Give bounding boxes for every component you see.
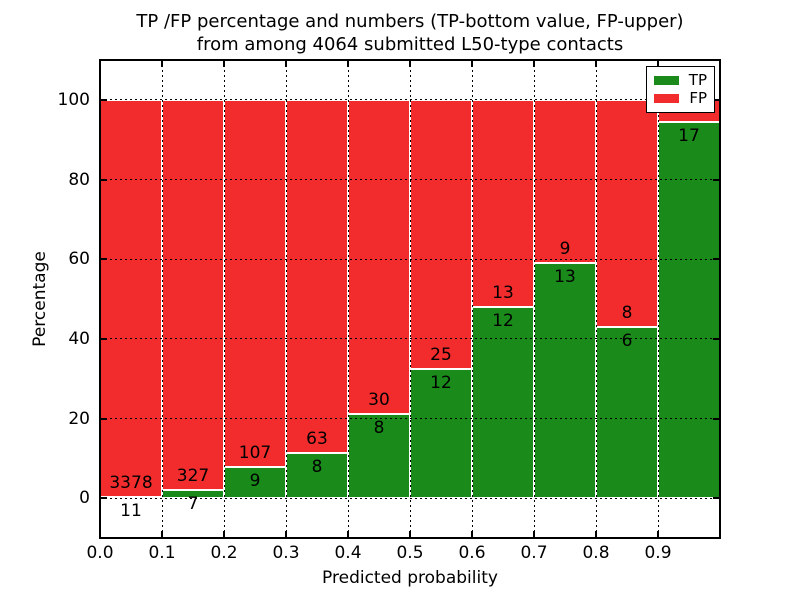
- tp-count-label: 8: [373, 418, 385, 439]
- bar-fp-segment: [472, 99, 534, 307]
- x-tick-mark: [285, 531, 287, 537]
- x-tick-label: 0.1: [148, 543, 176, 563]
- tp-count-label: 9: [249, 471, 261, 492]
- y-tick-mark-right: [713, 337, 719, 340]
- y-tick-mark-right: [713, 258, 719, 261]
- bar-fp-segment: [224, 99, 286, 468]
- bar-fp-segment: [162, 99, 224, 490]
- x-tick-mark-top: [409, 61, 411, 67]
- y-tick-mark: [101, 98, 107, 101]
- x-tick-label: 0.6: [458, 543, 486, 563]
- x-tick-mark-top: [99, 61, 101, 67]
- x-tick-mark: [657, 531, 659, 537]
- x-tick-mark-top: [657, 61, 659, 67]
- x-tick-mark: [161, 531, 163, 537]
- x-tick-mark-top: [347, 61, 349, 67]
- x-tick-mark: [99, 531, 101, 537]
- legend-label-tp: TP: [688, 70, 707, 89]
- tp-count-label: 17: [678, 125, 700, 146]
- x-tick-mark: [409, 531, 411, 537]
- x-tick-mark: [595, 531, 597, 537]
- y-tick-mark: [101, 417, 107, 420]
- y-tick-label: 100: [57, 89, 90, 110]
- y-tick-mark-right: [713, 98, 719, 101]
- bar-fp-segment: [286, 99, 348, 454]
- legend-swatch-fp-icon: [654, 94, 680, 104]
- tp-count-label: 11: [120, 500, 142, 521]
- y-tick-mark: [101, 258, 107, 261]
- y-tick-mark-right: [713, 497, 719, 500]
- x-tick-mark-top: [471, 61, 473, 67]
- y-tick-mark: [101, 178, 107, 181]
- x-axis-label: Predicted probability: [322, 568, 498, 588]
- y-tick-label: 80: [68, 169, 90, 190]
- x-tick-label: 0.7: [520, 543, 548, 563]
- x-tick-label: 0.3: [272, 543, 300, 563]
- x-tick-mark: [223, 531, 225, 537]
- legend-entry-tp: TP: [654, 70, 707, 89]
- x-tick-mark-top: [533, 61, 535, 67]
- fp-count-label: 107: [238, 443, 272, 464]
- legend: TP FP: [646, 66, 715, 113]
- x-tick-label: 0.5: [396, 543, 424, 563]
- x-tick-mark: [471, 531, 473, 537]
- x-tick-label: 0.8: [582, 543, 610, 563]
- fp-count-label: 63: [306, 429, 328, 450]
- legend-label-fp: FP: [689, 89, 707, 108]
- x-tick-mark: [533, 531, 535, 537]
- x-tick-mark: [347, 531, 349, 537]
- x-tick-mark-top: [223, 61, 225, 67]
- chart-title-line2: from among 4064 submitted L50-type conta…: [196, 34, 624, 55]
- fp-count-label: 3378: [109, 472, 153, 493]
- fp-count-label: 327: [176, 465, 210, 486]
- x-tick-label: 0.4: [334, 543, 362, 563]
- tp-count-label: 12: [430, 372, 452, 393]
- x-tick-mark-top: [285, 61, 287, 67]
- x-tick-label: 0.2: [210, 543, 238, 563]
- y-tick-label: 20: [68, 408, 90, 429]
- fp-count-label: 25: [430, 345, 452, 366]
- y-tick-mark-right: [713, 178, 719, 181]
- x-tick-mark-top: [595, 61, 597, 67]
- y-tick-label: 60: [68, 249, 90, 270]
- y-tick-mark: [101, 497, 107, 500]
- fp-count-label: 8: [621, 303, 633, 324]
- chart-title-line1: TP /FP percentage and numbers (TP-bottom…: [136, 11, 684, 32]
- fp-count-label: 30: [368, 390, 390, 411]
- tp-count-label: 7: [187, 493, 199, 514]
- y-tick-label: 0: [79, 488, 90, 509]
- x-tick-label: 0.9: [644, 543, 672, 563]
- bar-tp-segment: [410, 368, 472, 499]
- fp-count-label: 13: [492, 283, 514, 304]
- y-tick-mark: [101, 337, 107, 340]
- tp-count-label: 6: [621, 331, 633, 352]
- x-tick-label: 0.0: [86, 543, 114, 563]
- tp-count-label: 13: [554, 266, 576, 287]
- legend-swatch-tp-icon: [654, 75, 679, 85]
- x-tick-mark-top: [161, 61, 163, 67]
- y-tick-mark-right: [713, 417, 719, 420]
- y-tick-label: 40: [68, 328, 90, 349]
- bar-fp-segment: [410, 99, 472, 369]
- tp-count-label: 12: [492, 310, 514, 331]
- tp-count-label: 8: [311, 457, 323, 478]
- legend-entry-fp: FP: [654, 91, 707, 106]
- fp-count-label: 9: [559, 238, 571, 259]
